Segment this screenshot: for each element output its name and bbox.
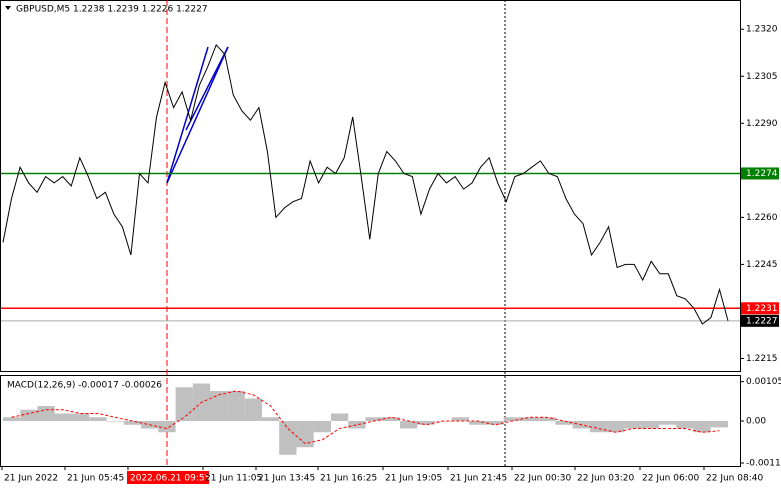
price-line [2, 43, 729, 325]
histogram-bar [641, 421, 659, 429]
chart-title: GBPUSD,M5 1.2238 1.2239 1.2226 1.2227 [16, 5, 208, 15]
signal-line [11, 390, 720, 445]
histogram-bar [244, 398, 262, 421]
x-tick-label: 21 Jun 19:05 [385, 474, 442, 484]
level-label-box [741, 167, 779, 180]
histogram-bar [72, 413, 90, 421]
y-tick-label: 1.2320 [746, 25, 778, 35]
histogram-bar [658, 421, 677, 425]
level-label: 1.2274 [746, 169, 778, 179]
histogram-bar [210, 391, 228, 421]
x-tick-label: 2022.06.21 09:55 [130, 474, 210, 484]
histogram-bar [469, 421, 487, 425]
x-tick-label: 21 Jun 2022 [4, 474, 58, 484]
histogram-bar [3, 417, 21, 421]
level-label: 1.2231 [746, 304, 778, 314]
histogram-bar [227, 391, 245, 421]
trend-line [166, 46, 209, 184]
y-tick-label: 0.00105 [746, 377, 781, 387]
histogram-bar [123, 421, 142, 425]
x-tick-label: 21 Jun 11:05 [205, 474, 262, 484]
trend-line [166, 46, 229, 184]
histogram-bar [106, 421, 124, 422]
histogram-bar [520, 417, 539, 421]
level-label-box [741, 302, 779, 315]
histogram-bar [607, 421, 625, 433]
histogram-bar [503, 417, 521, 421]
macd-title: MACD(12,26,9) -0.00017 -0.00026 [7, 381, 162, 391]
histogram-bar [555, 421, 573, 425]
histogram-bar [382, 417, 401, 421]
histogram-bar [313, 421, 331, 433]
crosshair-label-box [127, 471, 209, 484]
histogram-bar [676, 421, 694, 429]
histogram-bar [486, 421, 504, 425]
histogram-bar [158, 421, 176, 433]
y-tick-label: 1.2260 [746, 213, 778, 223]
histogram-bar [20, 409, 38, 421]
main-panel [0, 0, 741, 372]
y-tick-label: 1.2305 [746, 72, 778, 82]
histogram-bar [693, 421, 711, 433]
menu-arrow [5, 6, 11, 10]
x-tick-label: 21 Jun 21:45 [450, 474, 507, 484]
histogram-bar [589, 421, 608, 433]
y-tick-label: 0.00 [746, 417, 766, 427]
histogram-bar [296, 421, 314, 448]
trend-line [185, 46, 229, 131]
histogram-bar [54, 413, 73, 421]
y-tick-label: -0.00112 [746, 459, 781, 469]
x-tick-label: 21 Jun 05:45 [67, 474, 124, 484]
histogram-bar [261, 417, 280, 421]
histogram-bar [400, 421, 418, 429]
y-tick-label: 1.2290 [746, 119, 778, 129]
x-tick-label: 22 Jun 03:20 [577, 474, 634, 484]
x-tick-label: 22 Jun 08:40 [706, 474, 763, 484]
histogram-bar [279, 421, 297, 455]
histogram-bar [37, 406, 55, 421]
x-tick-label: 21 Jun 16:25 [320, 474, 377, 484]
y-tick-label: 1.2215 [746, 354, 778, 364]
histogram-bar [451, 417, 470, 421]
histogram-bar [538, 417, 556, 421]
histogram-bar [417, 421, 435, 425]
histogram-bar [348, 421, 366, 429]
histogram-bar [365, 417, 383, 421]
histogram-bar [330, 413, 349, 421]
x-tick-label: 22 Jun 06:00 [642, 474, 699, 484]
histogram-bar [89, 417, 107, 421]
level-label: 1.2227 [746, 316, 778, 326]
level-label-box [741, 314, 779, 327]
histogram-bar [710, 421, 728, 428]
x-tick-label: 21 Jun 13:45 [258, 474, 315, 484]
y-tick-label: 1.2245 [746, 260, 778, 270]
histogram-bar [624, 421, 642, 429]
histogram-bar [175, 387, 193, 421]
x-tick-label: 22 Jun 00:30 [514, 474, 571, 484]
